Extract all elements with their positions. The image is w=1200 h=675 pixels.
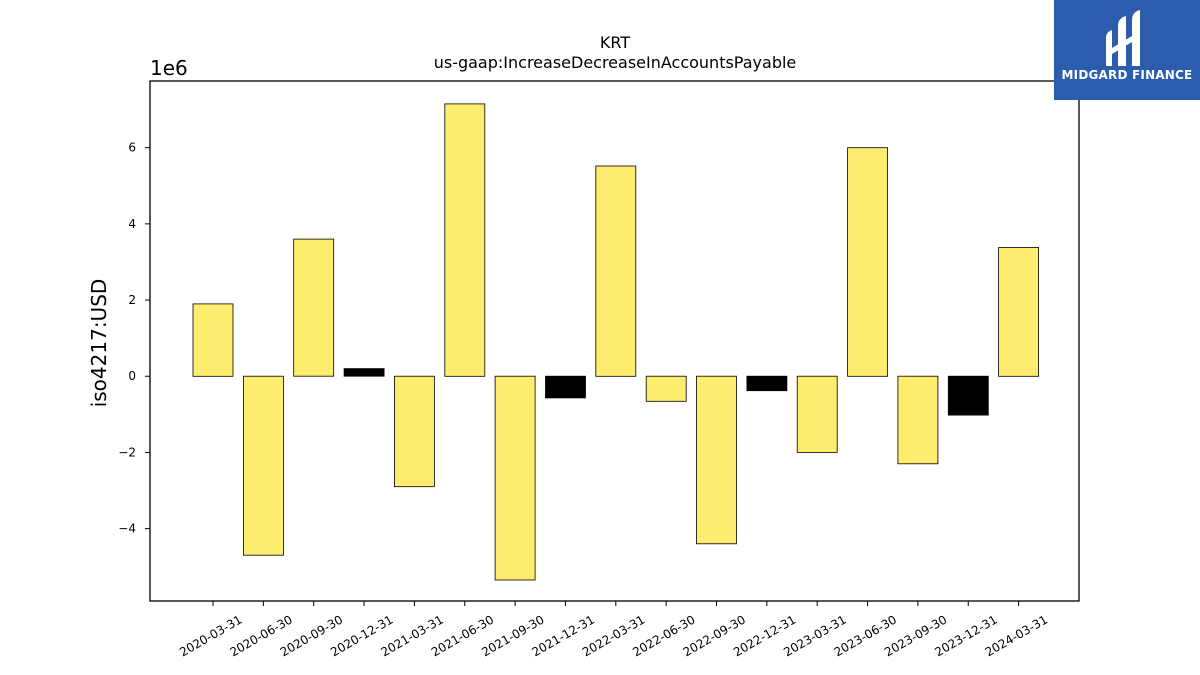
y-ticks-group: −4 −2 0 2 4 6 bbox=[118, 141, 150, 536]
midgard-finance-logo: MIDGARD FINANCE bbox=[1054, 0, 1200, 100]
bar-2023-03-31 bbox=[796, 375, 838, 453]
bar-2021-09-30 bbox=[494, 375, 536, 581]
y-axis-label: iso4217:USD bbox=[87, 279, 111, 408]
y-tick-label: −4 bbox=[118, 522, 136, 536]
chart-title: KRT bbox=[600, 33, 630, 52]
bar-2022-06-30 bbox=[645, 375, 687, 402]
logo-text: MIDGARD FINANCE bbox=[1061, 68, 1193, 82]
y-scale-label: 1e6 bbox=[150, 56, 188, 80]
bar-2020-09-30 bbox=[293, 238, 335, 377]
bar-2022-12-31 bbox=[746, 375, 788, 392]
midgard-logo-icon bbox=[1106, 10, 1140, 66]
bar-2021-06-30 bbox=[444, 103, 486, 377]
plot-frame bbox=[149, 80, 1080, 602]
bar-2021-03-31 bbox=[393, 375, 435, 488]
bar-2021-12-31 bbox=[545, 375, 586, 399]
bars-group bbox=[192, 103, 1039, 581]
chart-subtitle: us-gaap:IncreaseDecreaseInAccountsPayabl… bbox=[434, 53, 797, 72]
bar-2024-03-31 bbox=[998, 247, 1039, 377]
bar-2023-12-31 bbox=[947, 375, 989, 416]
bar-2020-12-31 bbox=[343, 368, 385, 377]
bar-2023-06-30 bbox=[847, 147, 888, 377]
y-tick-label: 6 bbox=[128, 141, 136, 155]
y-tick-label: −2 bbox=[118, 445, 136, 459]
bar-2022-09-30 bbox=[696, 375, 737, 545]
bar-2020-03-31 bbox=[192, 303, 234, 377]
bar-2022-03-31 bbox=[595, 165, 637, 377]
y-tick-label: 0 bbox=[128, 369, 136, 383]
x-ticks-group: 2020-03-312020-06-302020-09-302020-12-31… bbox=[177, 601, 1050, 659]
y-tick-label: 4 bbox=[128, 217, 136, 231]
y-tick-label: 2 bbox=[128, 293, 136, 307]
bar-2020-06-30 bbox=[242, 375, 284, 556]
bar-2023-09-30 bbox=[897, 375, 939, 465]
